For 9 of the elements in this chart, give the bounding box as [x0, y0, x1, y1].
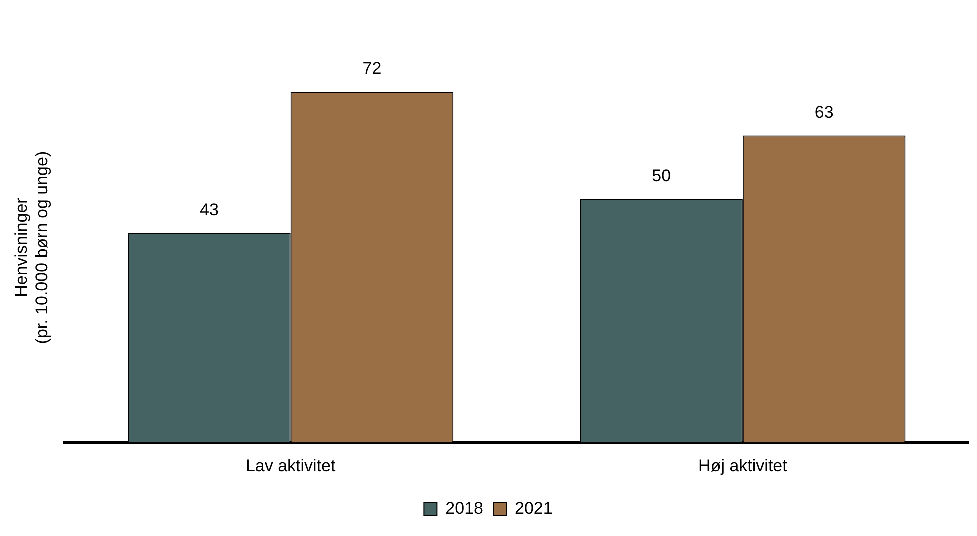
- legend-label: 2021: [515, 499, 553, 518]
- y-axis-title: Henvisninger (pr. 10.000 børn og unge): [12, 151, 52, 344]
- legend-label: 2018: [446, 499, 484, 518]
- data-label: 43: [200, 200, 219, 220]
- data-label: 63: [814, 102, 834, 122]
- x-tick-label: Høj aktivitet: [698, 456, 788, 476]
- data-label: 50: [652, 166, 672, 186]
- data-label: 72: [362, 59, 382, 78]
- x-tick-label: Lav aktivitet: [246, 456, 336, 476]
